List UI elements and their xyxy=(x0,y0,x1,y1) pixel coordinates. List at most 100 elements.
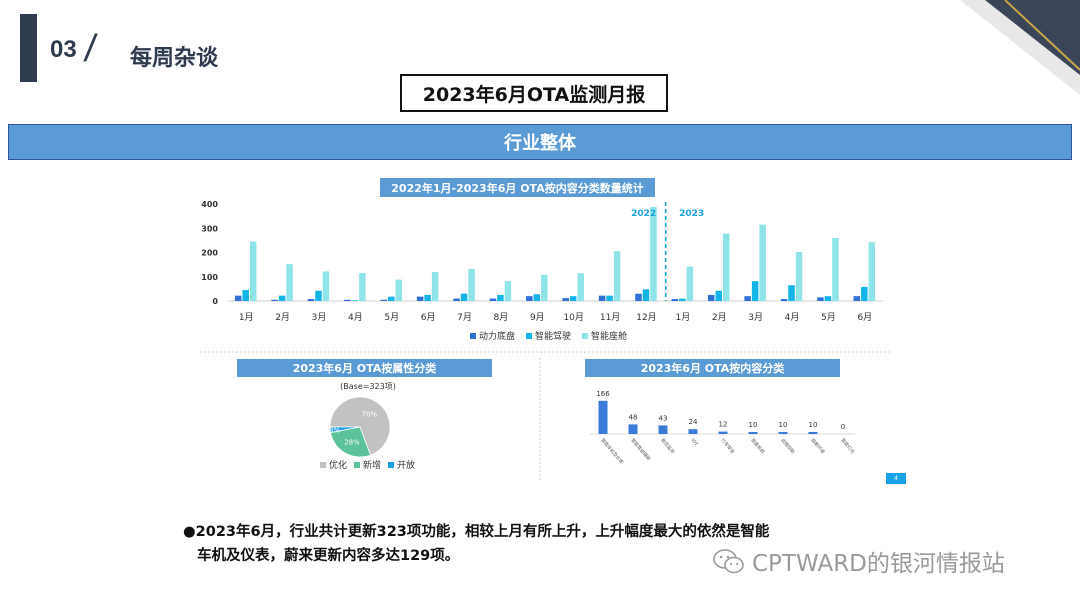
x-tick-label: 8月 xyxy=(494,312,509,323)
content-value-label: 24 xyxy=(689,418,698,426)
bar-智能座舱 xyxy=(395,279,402,301)
bar-动力底盘 xyxy=(708,294,715,301)
content-category-label: 智能车机及仪表 xyxy=(599,437,625,466)
legend-label: 智能座舱 xyxy=(591,330,627,342)
pie-legend-label: 开放 xyxy=(397,459,415,471)
x-tick-label: 6月 xyxy=(857,312,872,323)
report-title: 2023年6月OTA监测月报 xyxy=(400,74,668,112)
attribute-chart-title: 2023年6月 OTA按属性分类 xyxy=(237,359,492,377)
bar-智能驾驶 xyxy=(242,290,249,301)
bar-动力底盘 xyxy=(489,298,497,301)
pie-slice-优化 xyxy=(329,396,391,456)
content-value-label: 43 xyxy=(659,414,668,422)
bar-智能驾驶 xyxy=(533,294,541,301)
content-category-label: 智能驾驶辅助 xyxy=(629,437,652,463)
bar-智能驾驶 xyxy=(824,296,832,301)
content-bar-chart: 166 智能车机及仪表 48 智能驾驶辅助 43 胎压监测 24 IOT 12 行车安全 10 底盘系… xyxy=(590,390,857,466)
bar-智能驾驶 xyxy=(278,295,286,301)
bar-动力底盘 xyxy=(526,296,533,301)
x-tick-label: 9月 xyxy=(530,312,545,323)
watermark: CPTWARD的银河情报站 xyxy=(712,544,1005,578)
bar-动力底盘 xyxy=(271,299,278,301)
content-category-label: 胎压监测 xyxy=(659,437,676,456)
wechat-icon xyxy=(713,549,744,574)
content-bar xyxy=(748,432,758,434)
bar-智能座舱 xyxy=(795,252,803,301)
bar-智能驾驶 xyxy=(751,281,759,301)
bar-智能座舱 xyxy=(322,271,330,301)
monthly-chart-title: 2022年1月-2023年6月 OTA按内容分类数量统计 xyxy=(380,178,655,197)
content-value-label: 10 xyxy=(809,421,818,429)
bar-智能座舱 xyxy=(541,274,548,301)
content-value-label: 10 xyxy=(749,421,758,429)
bar-智能驾驶 xyxy=(715,290,722,301)
pie-legend-label: 新增 xyxy=(363,459,381,471)
industry-banner: 行业整体 xyxy=(8,124,1072,160)
x-tick-label: 1月 xyxy=(239,312,254,323)
content-category-label: 远程控制 xyxy=(779,437,796,456)
monthly-bar-chart: 0 100 200 300 400 1月 2月 3月 4月 5月 6月 7月 8月 9月 10月 11月 12月… xyxy=(201,200,883,342)
y-tick-label: 400 xyxy=(201,200,218,209)
bar-智能驾驶 xyxy=(569,296,577,301)
section-accent-bar xyxy=(20,14,37,82)
legend-label: 智能驾驶 xyxy=(535,330,571,342)
x-tick-label: 7月 xyxy=(457,312,472,323)
x-tick-label: 4月 xyxy=(348,312,363,323)
attribute-pie-chart: (Base=323项) 70% 28% 3% 优化 新增 开放 xyxy=(320,382,415,471)
pie-legend-swatch xyxy=(320,462,326,468)
bar-智能座舱 xyxy=(249,241,257,301)
bar-智能座舱 xyxy=(650,206,657,301)
y-tick-label: 300 xyxy=(201,224,218,233)
section-title: 每周杂谈 xyxy=(130,46,219,71)
bar-智能座舱 xyxy=(723,233,730,301)
x-tick-label: 3月 xyxy=(312,312,327,323)
x-tick-label: 2月 xyxy=(712,312,727,323)
bar-动力底盘 xyxy=(453,298,460,301)
bar-智能座舱 xyxy=(504,281,512,301)
x-tick-label: 1月 xyxy=(675,312,690,323)
bar-智能座舱 xyxy=(832,237,839,301)
bar-智能驾驶 xyxy=(388,296,395,301)
summary-line-2: 车机及仪表，蔚来更新内容多达129项。 xyxy=(197,548,460,564)
pie-value-label: 3% xyxy=(329,426,340,434)
pie-legend-swatch xyxy=(388,462,394,468)
watermark-text: CPTWARD的银河情报站 xyxy=(752,551,1005,577)
content-value-label: 48 xyxy=(629,413,638,421)
pie-slice-开放 xyxy=(329,426,361,434)
legend-swatch xyxy=(582,333,588,339)
legend-swatch xyxy=(470,333,476,339)
content-category-label: 行车安全 xyxy=(719,437,736,456)
bar-智能座舱 xyxy=(868,242,876,301)
section-slash: / xyxy=(82,28,99,70)
bar-动力底盘 xyxy=(380,299,387,301)
content-bar xyxy=(778,432,788,434)
content-value-label: 12 xyxy=(719,421,728,429)
pie-legend-label: 优化 xyxy=(329,459,347,471)
bar-动力底盘 xyxy=(562,298,569,301)
bar-智能座舱 xyxy=(431,271,439,301)
pie-value-label: 28% xyxy=(344,438,360,446)
bar-智能座舱 xyxy=(759,224,766,301)
bar-动力底盘 xyxy=(817,297,824,301)
x-tick-label: 11月 xyxy=(600,312,620,323)
bar-智能驾驶 xyxy=(606,295,613,301)
content-bar xyxy=(718,431,728,434)
period-label-2022: 2022 xyxy=(631,209,656,219)
y-tick-label: 0 xyxy=(212,297,218,306)
bar-动力底盘 xyxy=(416,296,424,301)
legend-label: 动力底盘 xyxy=(479,330,515,342)
bar-智能座舱 xyxy=(286,264,293,301)
x-tick-label: 12月 xyxy=(636,312,656,323)
bar-智能驾驶 xyxy=(642,289,650,301)
bar-智能座舱 xyxy=(577,273,584,301)
y-tick-label: 200 xyxy=(201,249,218,258)
bar-智能驾驶 xyxy=(861,286,868,301)
bar-智能驾驶 xyxy=(424,294,431,301)
bar-智能座舱 xyxy=(686,266,694,301)
page-indicator[interactable]: 4 xyxy=(886,473,906,484)
bar-智能驾驶 xyxy=(460,293,468,301)
panel-separators xyxy=(200,351,890,480)
content-value-label: 0 xyxy=(841,423,845,431)
section-number: 03 xyxy=(50,36,77,63)
summary-text: ●2023年6月，行业共计更新323项功能，相较上月有所上升，上升幅度最大的依然… xyxy=(183,520,923,568)
